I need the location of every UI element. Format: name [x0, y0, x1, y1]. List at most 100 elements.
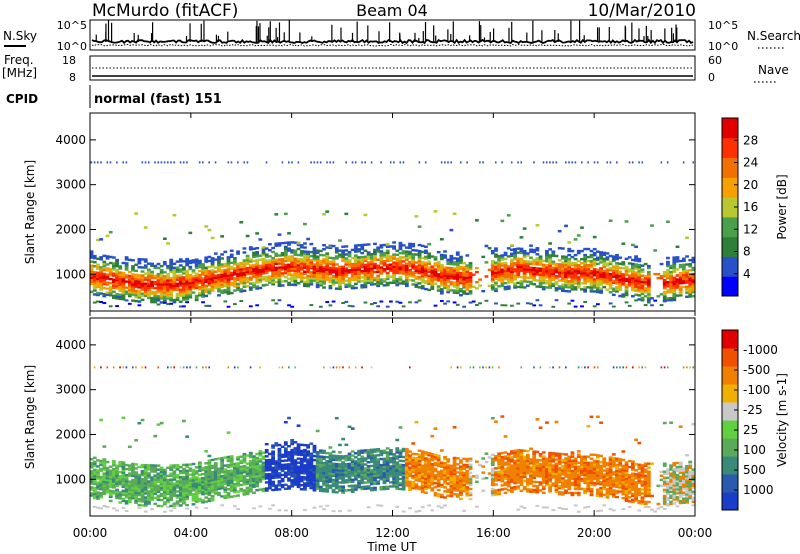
velocity-cell [353, 462, 358, 465]
velocity-cell [420, 478, 425, 482]
velocity-cell [89, 470, 94, 473]
power-cell [325, 264, 330, 267]
power-cell [248, 268, 253, 271]
velocity-cell [417, 467, 422, 471]
power-cell [194, 296, 199, 300]
power-cell [519, 247, 524, 251]
power-cell [615, 161, 618, 164]
power-cell [605, 268, 610, 271]
velocity-cell [210, 480, 215, 484]
power-cell [433, 262, 438, 265]
velocity-cell [290, 481, 295, 484]
power-cell [593, 161, 596, 164]
power-cell [379, 266, 384, 269]
velocity-cell [147, 490, 151, 493]
power-cell [516, 251, 521, 254]
power-cell [102, 264, 107, 268]
velocity-cell [232, 494, 237, 498]
power-cell [681, 263, 686, 267]
power-cell [510, 304, 514, 307]
power-cell [522, 278, 527, 281]
velocity-cell [236, 476, 240, 479]
power-cell [156, 266, 161, 270]
velocity-cell [232, 474, 237, 478]
velocity-cell [178, 484, 183, 487]
power-cell [541, 263, 546, 267]
power-cell [551, 252, 556, 255]
power-cell [118, 275, 123, 278]
power-cell [131, 269, 135, 272]
power-cell [446, 278, 451, 282]
power-cell [436, 263, 441, 266]
power-cell [669, 282, 674, 286]
velocity-cell [99, 461, 104, 465]
power-cell [360, 257, 365, 261]
velocity-cell [105, 466, 110, 470]
velocity-cell [299, 449, 304, 453]
velocity-cell [236, 478, 240, 481]
velocity-cell [255, 474, 260, 478]
velocity-cell [408, 488, 412, 492]
power-cell [124, 280, 129, 283]
velocity-cell [353, 456, 358, 459]
velocity-cell [283, 487, 288, 491]
power-cell [96, 279, 100, 283]
power-cell [223, 282, 228, 286]
velocity-cell [382, 463, 387, 467]
power-cell [529, 276, 533, 280]
velocity-cell [191, 470, 196, 474]
velocity-cell [309, 462, 314, 466]
power-cell [217, 278, 221, 281]
velocity-cell [191, 499, 196, 502]
power-cell [303, 256, 307, 259]
power-cell [376, 270, 381, 274]
power-cell [669, 276, 674, 280]
power-cell [465, 272, 470, 275]
power-cell [369, 281, 374, 284]
power-cell [646, 291, 651, 294]
power-cell [452, 283, 457, 286]
power-cell [618, 294, 623, 298]
power-cell [560, 247, 565, 250]
power-cell [166, 281, 170, 284]
power-cell [229, 291, 234, 295]
power-cell [599, 287, 603, 290]
velocity-cell [306, 478, 311, 481]
power-cell [430, 281, 435, 284]
power-cell [443, 266, 447, 269]
power-cell [169, 284, 174, 288]
power-cell [401, 252, 406, 255]
power-cell [490, 266, 495, 269]
power-cell [255, 267, 260, 270]
power-cell [131, 287, 135, 290]
power-cell [268, 269, 272, 272]
velocity-cell [401, 467, 406, 471]
velocity-cell [162, 500, 167, 504]
power-cell [102, 262, 107, 266]
velocity-cell [315, 465, 320, 468]
power-cell [395, 249, 400, 253]
power-cell [621, 281, 626, 284]
power-cell [226, 274, 231, 277]
velocity-cell [143, 474, 148, 477]
power-cell [118, 279, 123, 282]
power-cell [659, 276, 664, 280]
velocity-cell [185, 469, 190, 473]
power-cell [682, 161, 685, 164]
velocity-cell [159, 504, 164, 508]
velocity-cell [111, 482, 116, 485]
power-cell [402, 161, 405, 164]
power-cell [290, 269, 295, 272]
velocity-cell [258, 472, 263, 475]
power-cell [147, 268, 151, 271]
velocity-cell [322, 479, 326, 483]
power-cell [239, 290, 244, 293]
power-cell [357, 244, 361, 247]
power-cell [519, 257, 524, 261]
velocity-cell [258, 450, 263, 453]
velocity-cell [207, 483, 212, 487]
velocity-cell [360, 467, 365, 471]
power-cell [624, 283, 629, 287]
power-colorbar-swatches [722, 118, 738, 297]
power-cell [401, 270, 406, 273]
